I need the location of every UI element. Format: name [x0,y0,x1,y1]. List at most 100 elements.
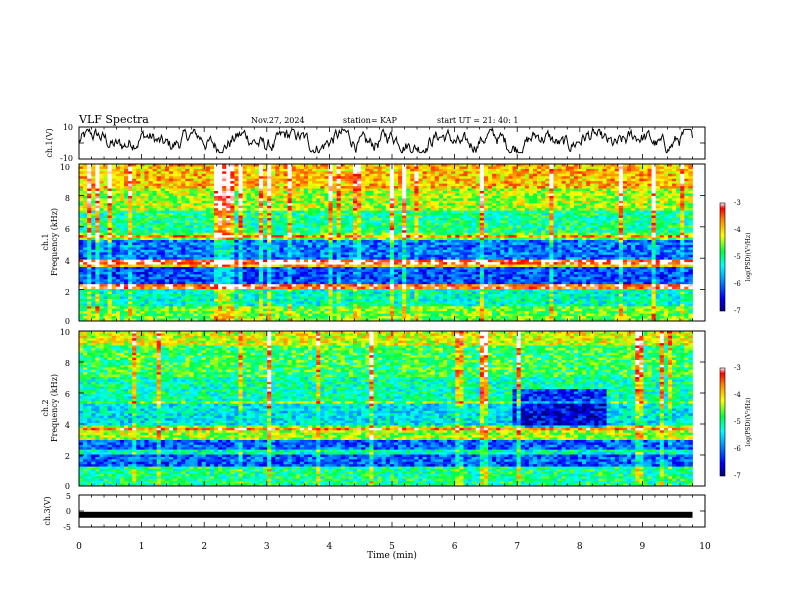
spectrogram-cell [394,228,398,231]
spectrogram-cell [341,238,345,241]
spectrogram-cell [181,220,185,223]
spectrogram-cell [472,223,476,226]
spectrogram-cell [288,235,292,238]
spectrogram-cell [333,223,337,226]
spectrogram-cell [328,176,332,179]
spectrogram-cell [181,174,185,177]
spectrogram-cell [578,169,582,172]
spectrogram-cell [545,206,549,209]
spectrogram-cell [361,176,365,179]
spectrogram-cell [136,179,140,182]
spectrogram-cell [324,233,328,236]
spectrogram-cell [660,184,664,187]
spectrogram-cell [361,179,365,182]
spectrogram-cell [603,213,607,216]
spectrogram-cell [357,230,361,233]
spectrogram-cell [373,191,377,194]
spectrogram-cell [341,240,345,243]
spectrogram-cell [459,198,463,201]
spectrogram-cell [615,213,619,216]
spectrogram-cell [275,191,279,194]
spectrogram-cell [210,174,214,177]
spectrogram-cell [214,166,218,169]
spectrogram-cell [533,225,537,228]
spectrogram-cell [337,223,341,226]
spectrogram-cell [161,198,165,201]
spectrogram-cell [136,216,140,219]
spectrogram-cell [218,201,222,204]
spectrogram-cell [206,240,210,243]
spectrogram-cell [275,171,279,174]
spectrogram-cell [345,240,349,243]
spectrogram-cell [194,169,198,172]
spectrogram-cell [169,184,173,187]
spectrogram-cell [652,213,656,216]
spectrogram-cell [390,230,394,233]
spectrogram-cell [333,206,337,209]
spectrogram-cell [275,240,279,243]
spectrogram-cell [243,196,247,199]
spectrogram-cell [328,233,332,236]
spectrogram-cell [128,228,132,231]
spectrogram-cell [165,169,169,172]
spectrogram-cell [210,179,214,182]
spectrogram-cell [292,201,296,204]
spectrogram-cell [328,225,332,228]
spectrogram-cell [95,203,99,206]
spectrogram-cell [283,181,287,184]
spectrogram-cell [95,235,99,238]
spectrogram-cell [582,176,586,179]
spectrogram-cell [255,179,259,182]
spectrogram-cell [484,176,488,179]
spectrogram-cell [267,228,271,231]
spectrogram-cell [668,218,672,221]
spectrogram-cell [414,238,418,241]
ch1-spectrogram-cells [79,164,693,321]
spectrogram-cell [513,220,517,223]
spectrogram-cell [373,228,377,231]
spectrogram-cell [337,216,341,219]
spectrogram-cell [627,189,631,192]
spectrogram-cell [149,230,153,233]
spectrogram-cell [418,169,422,172]
spectrogram-cell [112,233,116,236]
spectrogram-cell [140,213,144,216]
spectrogram-cell [476,184,480,187]
spectrogram-cell [656,184,660,187]
spectrogram-cell [239,218,243,221]
spectrogram-cell [226,225,230,228]
spectrogram-cell [492,179,496,182]
spectrogram-cell [468,216,472,219]
spectrogram-cell [83,166,87,169]
spectrogram-cell [406,213,410,216]
spectrogram-cell [676,181,680,184]
spectrogram-cell [570,235,574,238]
spectrogram-cell [386,213,390,216]
spectrogram-cell [251,184,255,187]
spectrogram-cell [517,230,521,233]
spectrogram-cell [676,223,680,226]
spectrogram-cell [218,176,222,179]
spectrogram-cell [312,198,316,201]
spectrogram-cell [132,243,136,246]
spectrogram-cell [680,186,684,189]
spectrogram-cell [553,171,557,174]
spectrogram-cell [504,233,508,236]
spectrogram-cell [112,206,116,209]
spectrogram-cell [169,193,173,196]
spectrogram-cell [369,186,373,189]
spectrogram-cell [308,240,312,243]
spectrogram-cell [447,191,451,194]
spectrogram-cell [132,211,136,214]
spectrogram-cell [537,174,541,177]
spectrogram-cell [353,166,357,169]
spectrogram-cell [537,171,541,174]
spectrogram-cell [337,171,341,174]
spectrogram-cell [439,233,443,236]
spectrogram-cell [439,220,443,223]
spectrogram-cell [631,213,635,216]
spectrogram-cell [480,238,484,241]
spectrogram-cell [652,166,656,169]
spectrogram-cell [267,189,271,192]
spectrogram-cell [79,181,83,184]
